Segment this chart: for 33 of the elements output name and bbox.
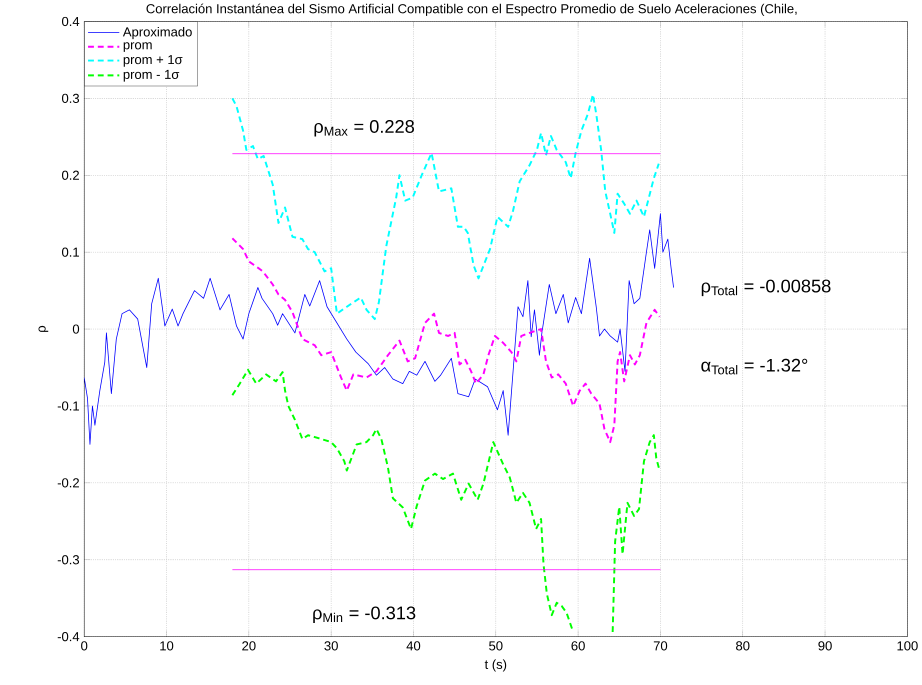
y-tick-label: -0.1 [58,401,79,410]
legend-label: prom - 1σ [124,70,180,82]
y-tick-label: -0.2 [58,478,79,488]
y-tick-label: -0.4 [58,632,80,642]
line-series [231,237,661,443]
x-tick-label: 100 [898,641,918,650]
y-tick-label: 0.2 [62,170,79,180]
chart-title: Correlación Instantánea del Sismo Artificial Compatible con el Espectro Promedio de Suelo Aceleraciones (Chile, [146,3,797,16]
annotation: ρ$_{Max}$ = 0.228 [314,120,414,136]
line-series [231,93,660,320]
x-tick-label: 10 [160,641,174,650]
x-tick-label: 70 [654,641,668,650]
x-tick-label: 90 [818,641,832,650]
annotation: α$_{Total}$ = -1.32° [701,358,808,374]
legend-label: prom + 1σ [124,54,182,67]
x-tick-label: 40 [406,641,420,650]
y-tick-label: -0.3 [58,554,80,564]
y-tick-label: 0.3 [62,94,80,103]
annotation: ρ$_{Min}$ = -0.313 [313,606,416,623]
x-tick-label: 20 [242,641,256,650]
x-tick-label: 0 [81,641,88,650]
y-tick-label: 0 [72,324,80,334]
x-axis-title: t (s) [484,659,506,672]
x-tick-label: 50 [489,641,503,650]
x-tick-label: 30 [324,641,338,650]
y-axis-title: ρ [38,326,48,332]
y-tick-label: 0.1 [62,247,79,257]
legend-label: prom [124,42,152,52]
y-tick-label: 0.4 [62,16,80,26]
annotation: ρ$_{Total}$ = -0.00858 [702,279,830,296]
x-tick-label: 60 [572,641,585,650]
legend-label: Aproximado [122,26,192,39]
x-tick-label: 80 [736,641,750,650]
